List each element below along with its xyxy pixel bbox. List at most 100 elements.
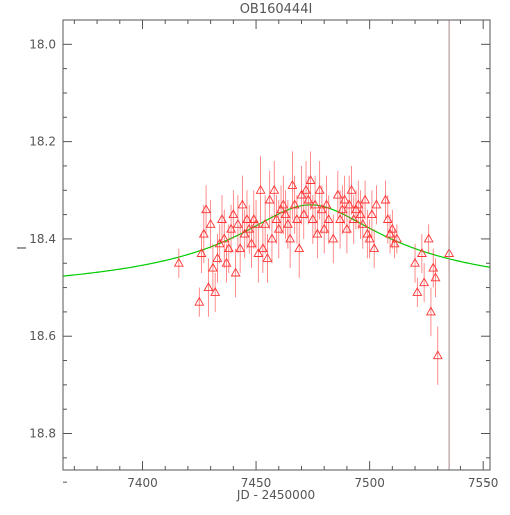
data-point <box>237 199 248 209</box>
data-point <box>203 282 214 292</box>
chart-title: OB160444I <box>240 2 313 17</box>
data-point <box>391 233 402 243</box>
data-point <box>387 223 398 233</box>
data-point <box>210 286 221 296</box>
data-point <box>267 233 277 243</box>
data-point <box>385 228 396 238</box>
data-point <box>271 214 282 223</box>
data-point <box>416 248 427 257</box>
data-point <box>246 238 257 248</box>
data-point <box>364 233 375 243</box>
data-point <box>198 228 209 238</box>
data-point <box>328 233 339 243</box>
x-tick-label: 7450 <box>241 476 272 490</box>
data-point <box>228 209 239 219</box>
data-point <box>430 272 441 282</box>
data-point <box>389 238 400 248</box>
data-point <box>335 214 346 223</box>
data-point <box>362 228 373 238</box>
data-point <box>212 252 223 262</box>
data-point <box>423 233 434 243</box>
data-point <box>305 175 316 184</box>
data-point <box>369 243 380 253</box>
data-point <box>257 243 268 253</box>
data-point <box>214 238 225 248</box>
data-point <box>217 214 227 223</box>
data-point <box>230 267 241 277</box>
data-point <box>226 223 237 233</box>
data-point <box>425 306 436 316</box>
data-point <box>223 243 234 253</box>
y-tick-label: 18.2 <box>29 135 56 149</box>
data-point <box>312 228 323 238</box>
data-point <box>248 214 259 223</box>
data-point <box>382 214 393 223</box>
data-point <box>301 184 311 194</box>
data-point <box>332 189 343 199</box>
data-point <box>360 194 371 204</box>
data-point <box>412 286 423 296</box>
y-axis-label: I <box>15 246 29 250</box>
y-tick-label: 18.8 <box>29 427 56 441</box>
data-point <box>173 257 184 267</box>
data-point <box>303 194 314 204</box>
data-point <box>282 218 293 228</box>
x-tick-label: 7550 <box>468 476 499 490</box>
data-point <box>344 199 355 209</box>
y-tick-label: 18.6 <box>29 329 56 343</box>
data-point <box>239 228 250 238</box>
data-point <box>321 199 332 209</box>
data-point <box>264 194 275 204</box>
data-point <box>410 257 420 267</box>
data-point <box>314 184 325 194</box>
data-point <box>235 243 246 253</box>
data-point <box>285 233 296 243</box>
data-point <box>316 204 327 214</box>
data-point <box>262 252 273 262</box>
data-point <box>196 248 207 257</box>
data-point <box>348 214 359 223</box>
data-point <box>337 204 348 214</box>
data-point <box>280 209 291 219</box>
plot-frame <box>62 19 491 471</box>
data-point <box>419 277 430 287</box>
x-tick-label: 7500 <box>354 476 385 490</box>
data-point <box>432 350 443 360</box>
data-point <box>357 218 368 228</box>
data-point <box>319 223 330 233</box>
data-point <box>310 199 321 209</box>
data-point <box>255 184 266 194</box>
data-point <box>276 204 286 214</box>
data-point <box>353 199 364 209</box>
data-point <box>289 199 300 209</box>
data-point <box>221 257 232 267</box>
x-axis-label: JD - 2450000 <box>236 488 315 502</box>
y-tick-label: 18.4 <box>29 232 56 246</box>
data-point <box>323 214 334 223</box>
data-point <box>307 214 318 223</box>
data-point <box>201 204 212 214</box>
data-point <box>244 223 255 233</box>
data-point <box>242 214 252 223</box>
data-point <box>346 184 357 194</box>
y-tick-label: 18.0 <box>29 37 56 51</box>
data-point <box>219 233 230 243</box>
data-point <box>366 209 377 219</box>
data-point <box>296 189 307 199</box>
data-point <box>251 218 262 228</box>
data-point <box>207 262 218 272</box>
data-point <box>260 218 271 228</box>
data-point <box>371 199 382 209</box>
data-point <box>380 194 391 204</box>
data-point <box>253 248 264 257</box>
data-point <box>341 223 352 233</box>
data-point <box>273 223 284 233</box>
data-point <box>278 199 289 209</box>
data-point <box>351 204 361 214</box>
data-point <box>298 209 309 219</box>
data-point <box>205 218 216 228</box>
data-point <box>291 214 302 223</box>
data-point <box>355 209 366 219</box>
